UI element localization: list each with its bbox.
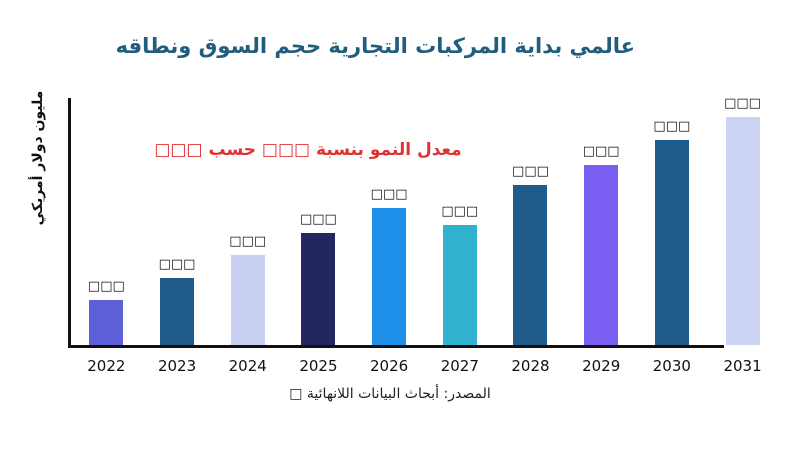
bar-column-2029: □□□ [583,145,620,345]
bar-value-label-2031: □□□ [724,96,761,111]
x-axis-ticks: 2022 2023 2024 2025 2026 2027 2028 2029 2030 2031 [71,357,778,375]
bar-2029[interactable] [584,165,619,345]
source-text: المصدر: أبحاث البيانات اللانهائية □ [289,386,491,402]
x-tick-2025: 2025 [299,357,338,375]
bar-2026[interactable] [372,208,407,345]
bar-value-label-2024: □□□ [229,234,267,249]
bar-value-label-2029: □□□ [582,144,620,159]
bar-2027[interactable] [442,225,477,345]
x-axis-line [68,345,724,348]
x-tick-2026: 2026 [370,357,409,375]
bar-column-2027: □□□ [441,205,478,345]
bar-value-label-2028: □□□ [512,164,549,179]
bar-value-label-2030: □□□ [653,119,691,134]
x-tick-2023: 2023 [157,357,197,375]
bar-2023[interactable] [160,278,195,345]
bar-2024[interactable] [230,255,265,345]
y-axis-label: مليون دولار أمريكي [30,90,46,226]
bar-column-2030: □□□ [653,120,690,345]
bar-column-2031: □□□ [724,97,761,345]
x-tick-2022: 2022 [87,357,126,375]
bar-value-label-2027: □□□ [441,204,479,219]
bar-2025[interactable] [301,233,336,345]
bar-column-2026: □□□ [371,188,408,345]
y-axis-line [68,98,71,348]
bar-2030[interactable] [654,140,689,345]
bar-value-label-2023: □□□ [158,257,196,272]
bar-2022[interactable] [89,300,124,345]
plot-area: معدل النمو بنسبة □□□ حسب □□□ □□□ □□□ □□□ □□… [68,97,778,348]
bar-column-2022: □□□ [88,280,125,345]
bar-2028[interactable] [513,185,548,345]
x-tick-2029: 2029 [582,357,621,375]
x-tick-2030: 2030 [652,357,691,375]
chart-title: عالمي بداية المركبات التجارية حجم السوق … [115,34,635,58]
x-tick-2024: 2024 [228,357,267,375]
x-tick-2027: 2027 [440,357,479,375]
x-tick-2028: 2028 [511,357,550,375]
bar-value-label-2025: □□□ [299,212,337,227]
bar-column-2025: □□□ [300,213,337,345]
bar-column-2028: □□□ [512,165,549,345]
bars-group: □□□ □□□ □□□ □□□ □□□ □□□ □□□ □□□ □□□ □□□ [71,97,778,345]
bar-value-label-2022: □□□ [87,279,125,294]
bar-column-2024: □□□ [229,235,266,345]
bar-value-label-2026: □□□ [370,187,408,202]
bar-column-2023: □□□ [158,257,196,345]
growth-rate-annotation: معدل النمو بنسبة □□□ حسب □□□ [154,140,462,160]
bar-2031[interactable] [725,117,760,345]
x-tick-2031: 2031 [723,357,762,375]
